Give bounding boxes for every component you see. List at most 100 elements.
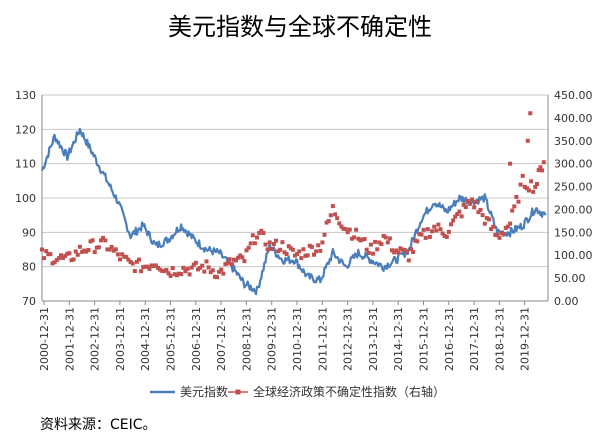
uncertainty-point (56, 256, 61, 261)
uncertainty-point (160, 268, 165, 273)
uncertainty-point (337, 221, 342, 226)
y-tick-label-right: 100.00 (554, 249, 593, 262)
uncertainty-point (377, 240, 382, 245)
uncertainty-point (50, 261, 55, 266)
x-tick-label: 2014-12-31 (392, 307, 405, 371)
uncertainty-point (468, 201, 472, 206)
x-tick-label: 2012-12-31 (342, 307, 355, 371)
uncertainty-point (206, 265, 211, 270)
uncertainty-point (419, 232, 424, 237)
uncertainty-point (360, 237, 365, 242)
uncertainty-point (280, 240, 285, 245)
uncertainty-point (491, 224, 496, 229)
y-tick-label-left: 100 (15, 192, 36, 205)
legend-label-dollar-index: 美元指数 (180, 384, 228, 399)
x-tick-label: 2010-12-31 (291, 307, 304, 371)
series-uncertainty-index (40, 111, 546, 280)
uncertainty-point (181, 265, 186, 270)
uncertainty-point (183, 269, 188, 274)
uncertainty-point (505, 224, 510, 229)
y-tick-label-right: 450.00 (554, 89, 593, 102)
uncertainty-point (223, 262, 228, 267)
x-tick-label: 2005-12-31 (165, 307, 178, 371)
uncertainty-point (244, 248, 249, 253)
uncertainty-point (510, 208, 515, 213)
uncertainty-point (271, 242, 276, 246)
uncertainty-point (402, 247, 407, 252)
x-tick-label: 2011-12-31 (316, 307, 329, 371)
y-tick-label-left: 110 (15, 158, 36, 171)
uncertainty-point (373, 239, 378, 244)
uncertainty-point (516, 199, 521, 204)
uncertainty-point (265, 247, 270, 252)
uncertainty-point (470, 197, 475, 202)
uncertainty-point (518, 182, 523, 187)
uncertainty-point (77, 244, 82, 249)
uncertainty-point (177, 271, 181, 276)
uncertainty-point (204, 259, 209, 264)
uncertainty-point (212, 274, 217, 279)
uncertainty-point (438, 227, 443, 232)
uncertainty-point (132, 269, 137, 273)
x-tick-label: 2017-12-31 (468, 307, 481, 371)
uncertainty-point (137, 257, 141, 262)
uncertainty-point (312, 252, 316, 257)
uncertainty-point (316, 243, 321, 248)
uncertainty-point (343, 227, 348, 232)
uncertainty-point (533, 184, 538, 189)
uncertainty-point (364, 247, 369, 252)
x-tick-label: 2008-12-31 (240, 307, 253, 371)
uncertainty-point (314, 249, 319, 254)
uncertainty-point (219, 267, 224, 272)
uncertainty-point (335, 216, 340, 221)
uncertainty-point (65, 251, 70, 256)
uncertainty-point (210, 268, 215, 273)
uncertainty-point (536, 168, 541, 173)
uncertainty-point (88, 239, 93, 244)
uncertainty-point (255, 235, 259, 240)
y-tick-label-right: 200.00 (554, 203, 593, 216)
uncertainty-point (284, 252, 289, 256)
uncertainty-point (305, 253, 310, 258)
uncertainty-point (371, 251, 375, 256)
x-tick-label: 2002-12-31 (89, 307, 102, 371)
uncertainty-point (525, 138, 530, 143)
uncertainty-point (309, 245, 314, 249)
uncertainty-point (508, 221, 513, 226)
y-tick-label-left: 120 (15, 123, 36, 136)
uncertainty-point (345, 230, 350, 235)
uncertainty-point (168, 273, 173, 278)
series-dollar-index (40, 127, 547, 296)
uncertainty-point (107, 247, 112, 252)
uncertainty-point (172, 272, 177, 277)
uncertainty-point (394, 248, 399, 253)
uncertainty-point (215, 275, 219, 280)
uncertainty-point (318, 248, 323, 253)
uncertainty-point (208, 270, 213, 275)
uncertainty-point (217, 269, 222, 274)
uncertainty-point (476, 210, 481, 215)
uncertainty-point (143, 264, 148, 269)
uncertainty-point (387, 236, 392, 241)
uncertainty-point (409, 247, 413, 252)
uncertainty-point (139, 269, 144, 274)
uncertainty-point (96, 245, 101, 250)
uncertainty-point (82, 248, 87, 253)
uncertainty-point (514, 195, 519, 199)
uncertainty-point (362, 237, 367, 241)
uncertainty-point (385, 240, 390, 245)
uncertainty-point (250, 233, 255, 238)
y-tick-label-left: 90 (22, 226, 36, 239)
uncertainty-point (489, 227, 494, 231)
uncertainty-point (444, 234, 449, 239)
y-tick-label-right: 400.00 (554, 112, 593, 125)
y-tick-label-left: 130 (15, 89, 36, 102)
uncertainty-point (347, 227, 352, 232)
uncertainty-point (290, 247, 295, 252)
uncertainty-point (151, 264, 156, 268)
legend: 美元指数 全球经济政策不确定性指数（右轴） (150, 384, 445, 399)
uncertainty-point (303, 253, 308, 258)
uncertainty-point (457, 209, 462, 214)
uncertainty-point (368, 242, 373, 247)
y-tick-label-right: 300.00 (554, 158, 593, 171)
